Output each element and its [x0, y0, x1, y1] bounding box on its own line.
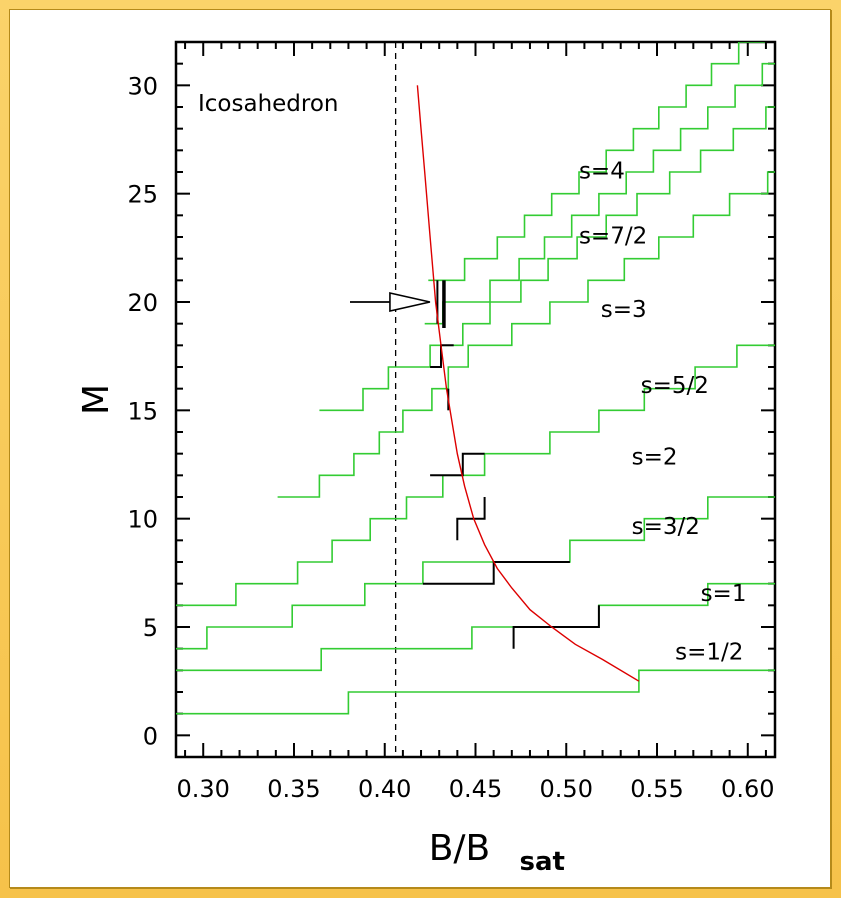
series-line-0: [176, 669, 775, 715]
series-label: s=5/2: [641, 373, 709, 399]
highlight-step-3: [430, 452, 485, 477]
y-tick-label: 0: [143, 722, 158, 750]
x-axis-label-subscript: sat: [520, 847, 565, 877]
highlight-step-5: [430, 344, 454, 368]
series-label: s=1: [701, 581, 747, 607]
y-tick-label: 25: [127, 181, 158, 209]
y-tick-label: 5: [143, 614, 158, 642]
y-axis-label: M: [76, 384, 117, 415]
highlight-steps-group: [422, 280, 600, 649]
x-tick-label: 0.50: [540, 775, 593, 803]
arrow-head: [389, 292, 431, 312]
critical-curve-group: [416, 85, 640, 682]
annotation-icosahedron: Icosahedron: [198, 91, 339, 117]
series-line-6: [424, 62, 775, 325]
x-tick-label: 0.30: [177, 775, 230, 803]
y-tick-label: 10: [127, 506, 158, 534]
series-label: s=4: [579, 159, 625, 185]
x-tick-label: 0.35: [267, 775, 320, 803]
series-line-4: [277, 171, 775, 498]
y-tick-label: 20: [127, 289, 158, 317]
series-label: s=3: [601, 297, 647, 323]
series-group: [176, 42, 775, 715]
axes: 0.30 0.35 0.40 0.45 0.50 0.55 0.60 0 5 10 15 20 25 30…: [76, 40, 777, 877]
y-tick-label: 30: [127, 72, 158, 100]
x-tick-label: 0.60: [721, 775, 774, 803]
series-line-7: [428, 42, 765, 282]
highlight-step-1: [422, 561, 570, 585]
series-label: s=3/2: [632, 514, 700, 540]
series-label: s=1/2: [675, 640, 743, 666]
series-label: s=7/2: [579, 224, 647, 250]
series-line-5: [319, 106, 775, 412]
labels-group: Icosahedron s=1/2 s=1 s=3/2 s=2 s=5/2 s=3 s=7/2…: [198, 91, 746, 666]
figure-panel: [9, 9, 831, 888]
x-tick-label: 0.45: [449, 775, 502, 803]
series-label: s=2: [632, 445, 678, 471]
series-line-2: [176, 496, 775, 650]
highlight-step-2: [456, 497, 486, 541]
y-tick-label: 15: [127, 397, 158, 425]
x-tick-label: 0.40: [358, 775, 411, 803]
critical-field-curve: [416, 85, 640, 682]
x-axis-label: B/B: [429, 828, 491, 869]
highlight-step-0: [512, 605, 600, 649]
x-tick-label: 0.55: [630, 775, 683, 803]
